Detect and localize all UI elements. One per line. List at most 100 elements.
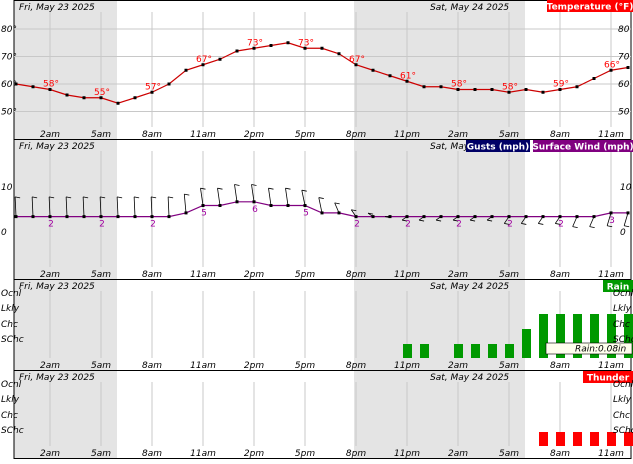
wind-barb xyxy=(418,216,425,221)
temperature-point xyxy=(65,93,69,97)
thunder-bar xyxy=(573,432,582,446)
temperature-point xyxy=(626,66,630,69)
thunder-bar xyxy=(556,432,565,446)
temperature-point xyxy=(235,49,239,53)
panel-border xyxy=(13,370,632,459)
temperature-point xyxy=(337,52,341,56)
wind-barb-flag xyxy=(15,196,21,199)
level-axis-label-left: SChc xyxy=(1,335,24,345)
date-label: Sat, May xyxy=(430,142,470,152)
wind-barb xyxy=(268,188,272,206)
wind-barb xyxy=(251,184,255,202)
wind-barb xyxy=(48,196,51,217)
wind-data-label: 3 xyxy=(609,216,615,226)
wind-barb-flag xyxy=(200,187,206,190)
wind-barb-flag xyxy=(486,219,493,222)
wind-barb xyxy=(435,216,442,221)
level-axis-label-right: SChc xyxy=(613,335,633,345)
rain-bar xyxy=(505,344,514,358)
wind-barb-flag xyxy=(504,223,510,225)
wind-barb-flag xyxy=(624,225,630,228)
level-axis-label-right: Ocnl xyxy=(613,289,633,299)
wind-barb xyxy=(401,216,408,221)
wind-barb xyxy=(350,209,357,217)
temperature-point xyxy=(456,88,460,91)
wind-barb xyxy=(133,196,136,217)
gusts-title: Gusts (mph) xyxy=(467,143,529,153)
thunder-bar xyxy=(539,432,548,446)
temperature-point xyxy=(218,57,222,61)
date-label: Fri, May 23 2025 xyxy=(19,373,95,383)
gusts-title-bg xyxy=(466,140,530,152)
wind-barb-flag xyxy=(83,196,89,199)
wind-axis-label-right: 0 xyxy=(620,228,626,238)
level-axis-label-right: Lkly xyxy=(613,395,632,405)
time-label: 8am xyxy=(142,361,162,371)
wind-barb xyxy=(367,212,374,217)
wind-barb xyxy=(318,197,323,213)
temperature-point xyxy=(609,68,613,72)
temperature-point xyxy=(541,90,545,94)
level-axis-label-left: Lkly xyxy=(1,304,20,314)
rain-bar xyxy=(471,344,480,358)
wind-barb xyxy=(234,184,238,202)
time-label: 2am xyxy=(40,130,60,140)
time-label: 11am xyxy=(598,130,624,140)
wind-barb-flag xyxy=(555,223,561,225)
temp-axis-label-left: 70° xyxy=(1,53,17,63)
temperature-point xyxy=(490,88,494,91)
temp-axis-label-left: 50° xyxy=(1,108,17,118)
rain-total-label: Rain:0.08in xyxy=(575,345,627,355)
time-label: 8pm xyxy=(346,361,366,371)
time-label: 2pm xyxy=(244,361,264,371)
level-axis-label-left: SChc xyxy=(1,426,24,436)
temp-axis-label-right: 80 xyxy=(618,25,630,35)
rain-bar xyxy=(573,314,582,358)
time-label: 11am xyxy=(190,130,216,140)
temperature-point xyxy=(524,88,528,91)
temperature-point xyxy=(303,46,307,50)
temperature-point xyxy=(150,90,154,94)
wind-barb-flag xyxy=(251,184,257,186)
level-axis-label-right: Ocnl xyxy=(613,380,633,390)
temp-axis-label-left: 60° xyxy=(1,80,17,90)
time-label: 5am xyxy=(91,449,111,459)
temperature-point xyxy=(14,82,18,86)
time-label: 5am xyxy=(499,270,519,280)
date-label: Sat, May 24 2025 xyxy=(430,373,509,383)
date-label: Sat, May 24 2025 xyxy=(430,282,509,292)
temperature-point xyxy=(320,46,324,50)
time-label: 2am xyxy=(40,449,60,459)
time-label: 11am xyxy=(598,270,624,280)
wind-barb-flag xyxy=(100,196,106,199)
wind-barb-flag xyxy=(151,196,157,199)
temperature-data-label: 55° xyxy=(94,88,110,98)
wind-barb xyxy=(334,202,340,214)
time-label: 11pm xyxy=(394,361,420,371)
rain-bar xyxy=(522,329,531,358)
temperature-data-label: 61° xyxy=(400,71,416,81)
wind-barb-flag xyxy=(285,187,291,190)
wind-barb xyxy=(82,196,85,217)
wind-barb xyxy=(452,216,459,221)
temperature-data-label: 58° xyxy=(502,82,518,92)
night-shade xyxy=(14,140,117,279)
wind-data-label: 2 xyxy=(507,220,513,230)
date-label: Fri, May 23 2025 xyxy=(19,3,95,13)
temperature-point xyxy=(31,85,35,89)
wind-barb xyxy=(503,216,510,224)
temperature-data-label: 58° xyxy=(451,80,467,90)
time-label: 11pm xyxy=(394,449,420,459)
wind-barb-flag xyxy=(117,196,123,199)
wind-barb xyxy=(150,196,153,217)
temperature-point xyxy=(99,96,103,100)
time-label: 11am xyxy=(190,361,216,371)
wind-barb-flag xyxy=(367,212,374,215)
wind-barb-flag xyxy=(418,219,425,222)
temperature-data-label: 67° xyxy=(349,55,365,65)
temperature-point xyxy=(201,63,205,67)
date-label: Fri, May 23 2025 xyxy=(19,142,95,152)
wind-barb xyxy=(469,216,476,221)
wind-title: Surface Wind (mph) xyxy=(532,143,633,153)
wind-barb-flag xyxy=(318,197,324,199)
